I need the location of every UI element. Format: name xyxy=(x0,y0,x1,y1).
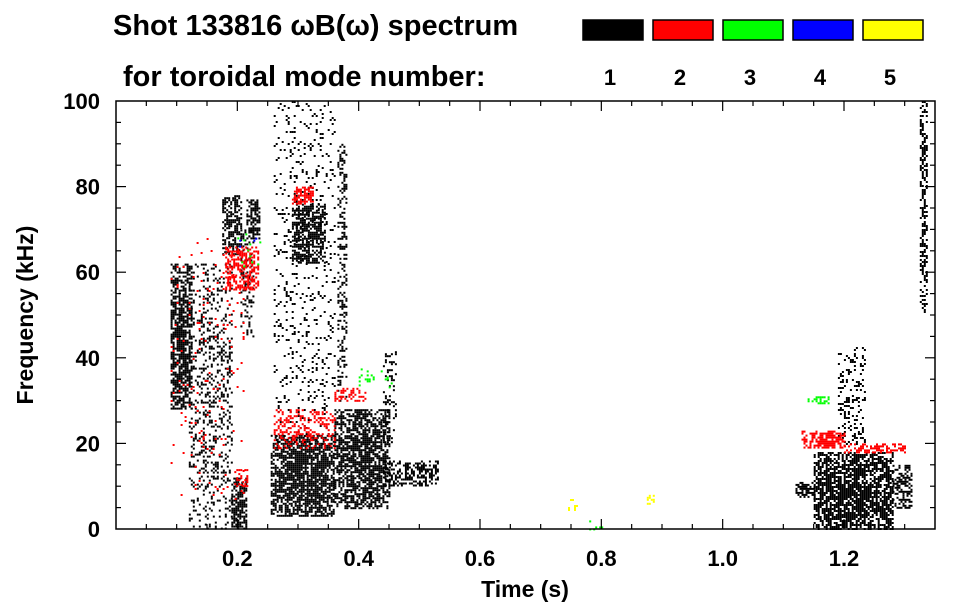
y-tick-label: 100 xyxy=(63,89,100,114)
series-mode-1 xyxy=(170,101,928,530)
x-axis-label: Time (s) xyxy=(481,576,569,602)
legend-mode-label: 4 xyxy=(814,65,827,90)
mode-1-region-16 xyxy=(892,464,913,509)
series-mode-2 xyxy=(170,186,906,500)
mode-4-region-1 xyxy=(239,237,258,248)
mode-5-region-2 xyxy=(646,494,655,505)
plot-frame xyxy=(115,100,936,530)
y-tick-label: 0 xyxy=(88,517,100,542)
x-tick-label: 0.6 xyxy=(465,546,496,571)
mode-1-region-11 xyxy=(337,143,348,402)
x-tick-label: 0.4 xyxy=(343,546,374,571)
mode-1-region-15 xyxy=(795,481,816,500)
legend-mode-label: 5 xyxy=(884,65,896,90)
mode-2-region-6 xyxy=(801,430,846,449)
mode-2-region-4 xyxy=(334,387,367,402)
mode-1-region-8 xyxy=(273,101,336,445)
mode-1-region-13 xyxy=(382,351,397,444)
mode-2-region-1 xyxy=(225,246,260,291)
x-tick-label: 1.2 xyxy=(829,546,860,571)
mode-3-region-3 xyxy=(237,233,262,268)
y-axis-label: Frequency (kHz) xyxy=(12,226,38,405)
legend-swatch-mode-3 xyxy=(722,19,784,41)
legend-mode-label: 2 xyxy=(674,65,686,90)
x-tick-label: 0.2 xyxy=(222,546,253,571)
mode-1-region-14 xyxy=(813,452,894,530)
mode-1-region-9 xyxy=(291,203,326,264)
mode-2-region-5 xyxy=(234,469,249,488)
series-mode-5 xyxy=(568,494,655,511)
chart-title-line2: for toroidal mode number: xyxy=(123,61,486,93)
mode-1-region-18 xyxy=(919,101,928,313)
y-tick-label: 80 xyxy=(76,175,100,200)
series-mode-4 xyxy=(239,237,258,248)
legend-mode-label: 3 xyxy=(744,65,756,90)
legend-swatch-mode-1 xyxy=(582,19,644,41)
spectrogram-data xyxy=(170,101,928,531)
y-tick-label: 20 xyxy=(76,431,100,456)
mode-2-region-2 xyxy=(291,186,314,205)
legend-swatch-mode-2 xyxy=(652,19,714,41)
chart-title-line1: Shot 133816 ωB(ω) spectrum xyxy=(113,10,518,42)
mode-1-region-10 xyxy=(334,409,391,510)
y-tick-label: 60 xyxy=(76,260,100,285)
mode-3-region-1 xyxy=(807,396,830,405)
mode-3-region-2 xyxy=(358,368,393,389)
mode-1-region-17 xyxy=(837,347,866,445)
legend-mode-label: 1 xyxy=(604,65,616,90)
axes: 0.2 0.4 0.6 0.8 1.0 1.2 0 20 40 60 80 100 xyxy=(63,89,935,571)
mode-1-region-6 xyxy=(246,199,261,240)
mode-5-region-1 xyxy=(568,499,578,511)
x-tick-label: 1.0 xyxy=(707,546,738,571)
mode-2-region-7 xyxy=(844,443,906,454)
series-mode-3 xyxy=(237,233,830,531)
y-tick-label: 40 xyxy=(76,346,100,371)
mode-1-region-3 xyxy=(222,195,243,256)
x-tick-label: 0.8 xyxy=(586,546,617,571)
legend-swatch-mode-4 xyxy=(792,19,854,41)
mode-1-region-2 xyxy=(188,263,233,530)
mode-1-region-12 xyxy=(382,460,439,487)
legend-swatch-mode-5 xyxy=(862,19,924,41)
mode-2-region-8 xyxy=(170,238,245,500)
mode-2-region-3 xyxy=(273,409,336,450)
legend: 1 2 3 4 5 xyxy=(582,19,924,90)
